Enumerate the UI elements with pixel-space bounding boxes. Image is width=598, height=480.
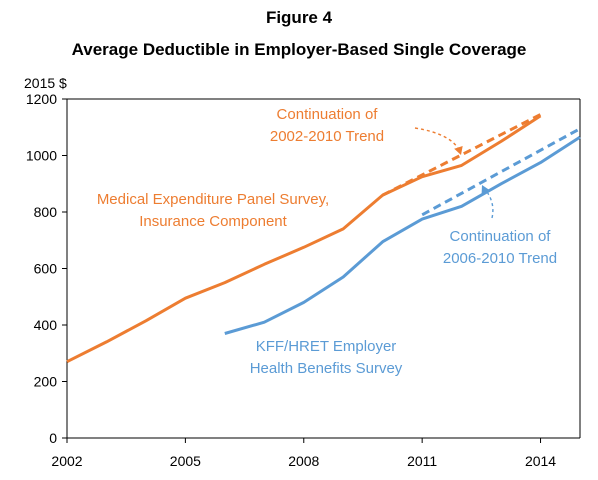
y-axis-unit-label: 2015 $ [24,75,67,91]
y-tick-label: 400 [34,317,58,333]
meps-label-line: Medical Expenditure Panel Survey, [97,191,329,208]
chart-title: Average Deductible in Employer-Based Sin… [71,40,527,59]
x-tick-label: 2008 [288,453,319,469]
blue-trend-label-line: Continuation of [450,228,552,245]
blue-trend-arrow-head [481,185,490,195]
y-tick-label: 1000 [26,148,57,164]
orange-trend-arrow-head [454,146,463,155]
trend-line-3 [421,127,581,217]
x-tick-label: 2011 [407,453,437,469]
y-tick-label: 0 [49,430,57,446]
x-tick-label: 2002 [51,453,82,469]
trend-line-2 [382,113,542,197]
series-line-0 [66,114,542,364]
kff-label-line: KFF/HRET Employer [256,338,397,355]
series-layer [66,113,581,364]
kff-label-line: Health Benefits Survey [250,360,403,377]
figure-label: Figure 4 [265,8,333,27]
axes: 0 200 400 600 800 1000 1200 2002 2005 2008 2011 201… [26,91,581,469]
annotation-arrows [414,127,494,219]
y-tick-label: 200 [34,374,58,390]
orange-trend-label-line: Continuation of [277,106,379,123]
y-tick-label: 800 [34,204,58,220]
y-tick-label: 1200 [26,91,57,107]
orange-trend-label-line: 2002-2010 Trend [270,128,384,145]
blue-trend-label-line: 2006-2010 Trend [443,250,557,267]
x-tick-label: 2014 [525,453,556,469]
meps-label-line: Insurance Component [139,213,287,230]
annotation-layer: Medical Expenditure Panel Survey, Insuran… [97,106,557,377]
series-line-1 [224,135,581,335]
orange-trend-arrow [414,127,461,153]
x-tick-label: 2005 [170,453,201,469]
y-tick-label: 600 [34,261,58,277]
